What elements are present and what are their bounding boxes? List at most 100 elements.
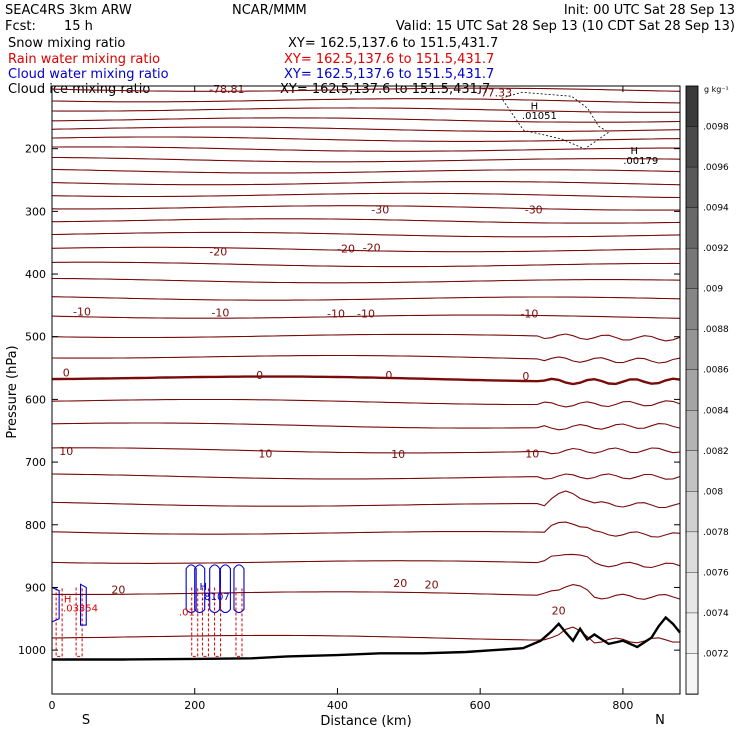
extremum-label: .01051 xyxy=(522,111,557,122)
isotherm-line xyxy=(51,98,681,104)
forecast-hour: 15 h xyxy=(64,19,93,34)
isotherm-label: 0 xyxy=(385,369,392,382)
colorbar-label: .0072 xyxy=(703,649,729,659)
y-tick-label: 300 xyxy=(25,205,46,218)
isotherm-line xyxy=(51,205,680,211)
isotherm-label: 10 xyxy=(525,447,539,460)
isotherm-line xyxy=(51,181,681,186)
isotherm-line xyxy=(52,218,681,224)
colorbar-label: .009 xyxy=(703,285,723,295)
isotherm-line xyxy=(52,626,681,644)
plot-area: -77.33-78.81-30 -30-20 -20 -20-10 -10 -10 -10-… xyxy=(18,83,681,712)
x-tick-label: 200 xyxy=(184,699,205,712)
isotherm-line xyxy=(52,146,680,152)
rain-water-contour xyxy=(214,587,222,657)
y-tick-label: 200 xyxy=(25,143,46,156)
isotherm-label: -10 xyxy=(73,306,91,319)
isotherm-line xyxy=(52,277,681,284)
y-axis-label: Pressure (hPa) xyxy=(5,345,20,438)
isotherm-line xyxy=(51,126,681,133)
field-xy-rain: XY= 162.5,137.6 to 151.5,431.7 xyxy=(284,52,494,67)
isotherm-line xyxy=(51,521,681,538)
isotherm-line xyxy=(52,156,681,163)
cloud-water-contour xyxy=(51,586,60,623)
colorbar-label: .0092 xyxy=(703,244,729,254)
colorbar-swatch xyxy=(685,572,699,614)
x-tick-label: 400 xyxy=(327,699,348,712)
isotherm-label: 20 xyxy=(111,583,125,596)
y-tick-label: 400 xyxy=(25,268,46,281)
extremum-label: .01 xyxy=(179,607,195,618)
x-tick-label: 800 xyxy=(612,699,633,712)
isotherm-label: -10 xyxy=(357,308,375,321)
field-name-cloud-water: Cloud water mixing ratio xyxy=(8,67,169,82)
isotherm-line xyxy=(51,136,681,142)
colorbar-swatch xyxy=(685,329,699,371)
y-tick-label: 900 xyxy=(25,581,46,594)
colorbar-label: .0096 xyxy=(703,163,729,173)
extremum-label: H xyxy=(531,101,539,112)
cloud-water-contour xyxy=(233,564,245,614)
model-title: SEAC4RS 3km ARW xyxy=(5,3,132,18)
isotherm-line xyxy=(52,117,681,123)
y-tick-label: 800 xyxy=(25,519,46,532)
isotherm-label: -30 xyxy=(525,203,543,216)
isotherm-line xyxy=(51,261,681,268)
isotherm-label: -77.33 xyxy=(477,86,512,99)
colorbar-label: .0082 xyxy=(703,447,729,457)
y-tick-label: 1000 xyxy=(18,644,46,657)
extremum-label: .00179 xyxy=(623,156,658,167)
isotherm-label: 20 xyxy=(425,578,439,591)
colorbar-swatch xyxy=(685,653,699,695)
colorbar-label: .0076 xyxy=(703,568,729,578)
isotherm-line xyxy=(51,398,681,408)
colorbar-swatch xyxy=(685,207,699,249)
isotherm-line xyxy=(51,490,681,509)
field-name-snow: Snow mixing ratio xyxy=(8,36,125,51)
extremum-label: H xyxy=(200,582,208,593)
colorbar-swatch xyxy=(685,612,699,655)
isotherm-label: -20 xyxy=(209,245,227,258)
rain-water-contour xyxy=(235,587,243,657)
cloud-water-contour xyxy=(194,564,206,614)
colorbar-swatch xyxy=(685,288,699,330)
isotherm-label: -10 xyxy=(211,306,229,319)
plot-frame xyxy=(51,85,681,695)
snow-ice-contour xyxy=(500,91,610,150)
cloud-water-contour xyxy=(79,583,87,626)
isotherm-line xyxy=(51,584,681,600)
isotherm-label: 10 xyxy=(59,445,73,458)
isotherm-label: 0 xyxy=(522,370,529,383)
colorbar-label: .0094 xyxy=(703,204,729,214)
isotherm-label: 20 xyxy=(552,605,566,618)
extremum-label: H xyxy=(64,595,72,606)
isotherm-line xyxy=(51,422,681,431)
isotherm-line xyxy=(51,87,681,92)
isotherm-label: 10 xyxy=(258,447,272,460)
isotherm-line xyxy=(51,296,681,301)
extremum-label: H xyxy=(631,146,639,157)
isotherm-line xyxy=(51,107,680,113)
isotherm-line xyxy=(51,246,680,253)
x-axis-label: Distance (km) xyxy=(320,714,411,729)
isotherm-label: -10 xyxy=(327,308,345,321)
isotherm-line xyxy=(51,333,681,342)
colorbar-unit: g kg⁻¹ xyxy=(704,85,729,94)
rain-water-contour xyxy=(75,587,83,657)
isotherm-line xyxy=(51,168,681,174)
colorbar-label: .0074 xyxy=(703,609,729,619)
isotherm-label: 20 xyxy=(393,577,407,590)
colorbar-swatch xyxy=(685,531,699,574)
field-xy-snow: XY= 162.5,137.6 to 151.5,431.7 xyxy=(288,36,498,51)
rain-water-contour xyxy=(55,587,63,657)
forecast-label: Fcst: xyxy=(5,19,36,34)
colorbar-label: .008 xyxy=(703,487,723,497)
colorbar-swatch xyxy=(685,166,699,209)
isotherm-line xyxy=(51,192,681,199)
zero-isotherm xyxy=(51,375,681,386)
isotherm-line xyxy=(51,473,681,480)
init-time: Init: 00 UTC Sat 28 Sep 13 xyxy=(564,3,735,18)
org-label: NCAR/MMM xyxy=(232,3,307,18)
isotherm-line xyxy=(51,553,681,569)
